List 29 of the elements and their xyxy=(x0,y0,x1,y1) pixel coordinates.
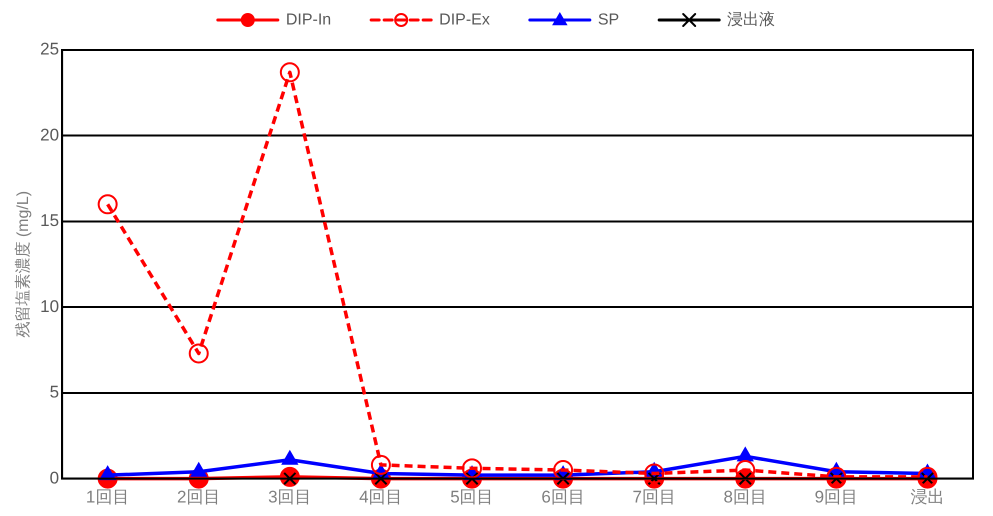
point xyxy=(553,460,574,480)
y-axis-title: 残留塩素濃度 (mg/L) xyxy=(14,190,32,338)
point xyxy=(370,454,391,475)
point xyxy=(735,460,756,480)
x-tick-label: 2回目 xyxy=(177,487,220,506)
y-tick-label: 15 xyxy=(40,211,60,230)
y-tick-label: 20 xyxy=(40,125,60,144)
x-tick-label: 9回目 xyxy=(814,487,858,506)
point xyxy=(644,463,664,484)
legend-label: SP xyxy=(598,11,620,28)
point xyxy=(98,194,118,214)
point xyxy=(280,62,300,82)
y-tick-label: 25 xyxy=(40,40,60,59)
x-tick-label: 6回目 xyxy=(541,487,585,506)
legend-label: 浸出液 xyxy=(727,10,776,28)
x-tick-label: 5回目 xyxy=(450,487,494,506)
x-tick-label: 浸出 xyxy=(910,487,944,506)
x-tick-label: 4回目 xyxy=(359,487,403,506)
y-tick-label: 5 xyxy=(50,382,60,402)
x-tick-label: 1回目 xyxy=(86,487,130,506)
y-tick-label: 10 xyxy=(40,296,60,316)
x-tick-label: 7回目 xyxy=(632,487,676,506)
point xyxy=(462,458,482,478)
legend-label: DIP-Ex xyxy=(439,11,490,28)
legend-label: DIP-In xyxy=(286,11,332,28)
x-tick-label: 8回目 xyxy=(724,487,768,506)
x-tick-label: 3回目 xyxy=(268,487,312,506)
point xyxy=(188,343,209,364)
y-tick-label: 0 xyxy=(50,468,60,488)
